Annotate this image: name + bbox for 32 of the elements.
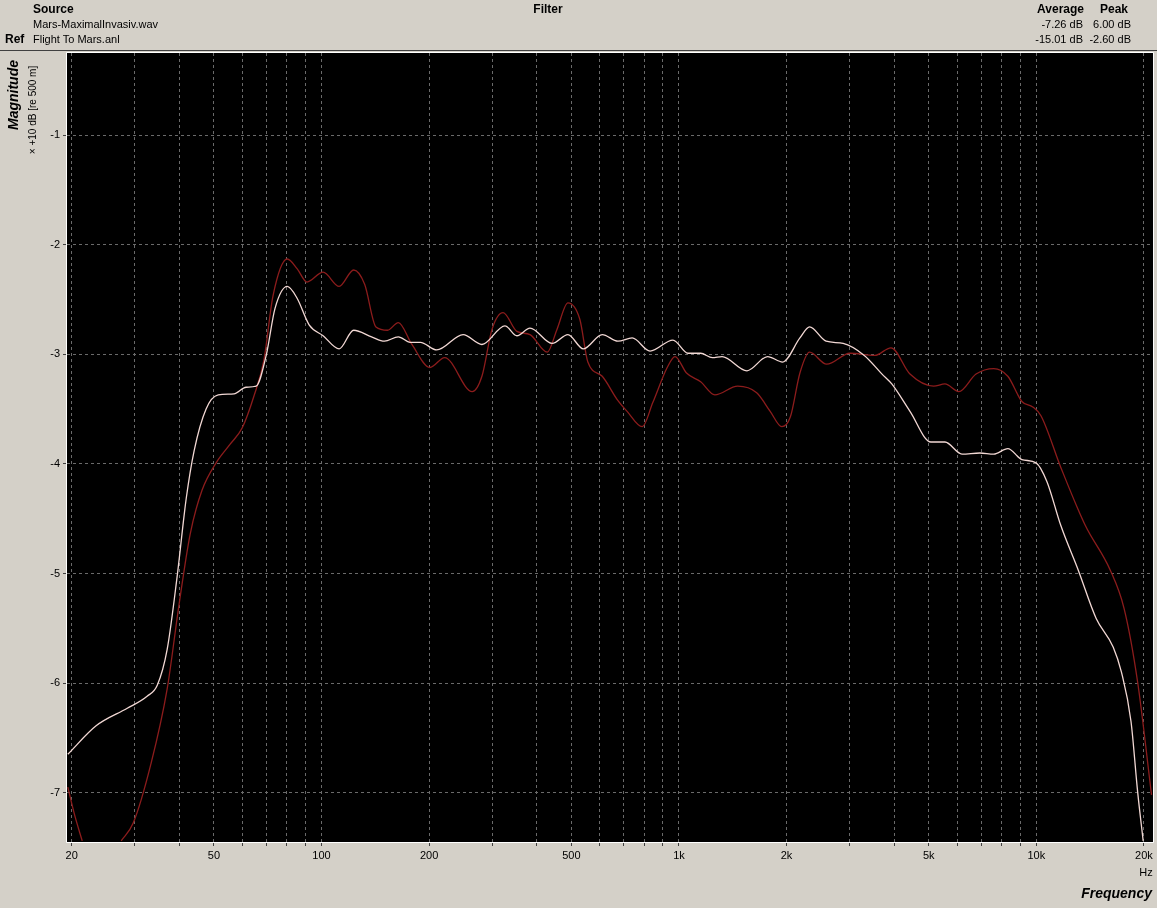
- text: 6.00 dB: [1093, 18, 1131, 31]
- y-tick-label: -6: [50, 676, 60, 689]
- text: Flight To Mars.anl: [33, 33, 120, 46]
- text: Average: [1037, 2, 1085, 17]
- x-tick-label: 200: [419, 848, 439, 861]
- x-tick-label: 500: [562, 848, 581, 861]
- text: × +10 dB [re 500 m]: [26, 65, 38, 155]
- text: Peak: [1099, 2, 1129, 17]
- text: -7.26 dB: [1041, 18, 1083, 31]
- text: Ref: [5, 32, 26, 47]
- x-tick-label: 20k: [1135, 848, 1154, 861]
- y-axis-title: Magnitude: [4, 59, 21, 130]
- x-tick-label: 50: [207, 848, 221, 861]
- x-tick-label: 100: [312, 848, 331, 861]
- x-axis-title: Frequency: [1081, 884, 1154, 901]
- x-tick-label: 10k: [1027, 848, 1046, 861]
- text: -2.60 dB: [1089, 33, 1131, 46]
- text: Source: [33, 2, 75, 17]
- x-tick-label: 5k: [922, 848, 936, 861]
- y-tick-label: -1: [50, 128, 60, 141]
- text: Hz: [1139, 866, 1153, 879]
- text: Mars-MaximalInvasiv.wav: [33, 18, 159, 31]
- y-tick-label: -4: [50, 456, 60, 469]
- x-tick-label: 20: [65, 848, 78, 861]
- x-tick-label: 1k: [673, 848, 686, 861]
- y-tick-label: -3: [50, 347, 60, 360]
- y-tick-label: -2: [50, 237, 60, 250]
- y-tick-label: -5: [50, 566, 60, 579]
- text: -15.01 dB: [1035, 33, 1083, 46]
- text: Filter: [533, 2, 563, 17]
- y-tick-label: -7: [50, 785, 60, 798]
- x-tick-label: 2k: [780, 848, 793, 861]
